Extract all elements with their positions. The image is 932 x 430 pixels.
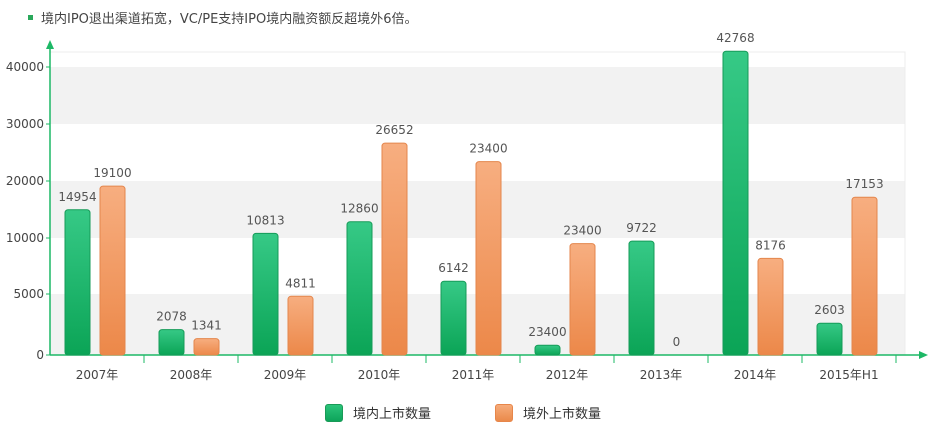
y-tick-label: 30000 <box>6 117 44 131</box>
label-overseas-6: 0 <box>673 335 681 349</box>
label-domestic-5: 23400 <box>528 325 566 339</box>
x-tick-label: 2012年 <box>546 368 589 382</box>
legend: 境内上市数量 境外上市数量 <box>325 403 601 422</box>
x-axis-ticks: 2007年 2008年 2009年 2010年 2011年 2012年 2013年 2014年… <box>76 355 897 382</box>
x-tick-label: 2013年 <box>640 368 683 382</box>
y-axis-ticks: 0 5000 10000 20000 30000 40000 <box>6 60 50 362</box>
label-overseas-7: 8176 <box>755 238 786 252</box>
label-domestic-7: 42768 <box>716 31 754 45</box>
x-tick-label: 2014年 <box>734 368 777 382</box>
bar-domestic-5 <box>534 344 561 356</box>
legend-swatch-overseas <box>495 403 514 422</box>
y-tick-label: 5000 <box>13 287 44 301</box>
label-domestic-6: 9722 <box>626 221 657 235</box>
bar-overseas-3 <box>381 142 408 356</box>
legend-swatch-domestic <box>325 403 343 422</box>
x-tick-label: 2011年 <box>452 368 495 382</box>
label-overseas-3: 26652 <box>375 123 413 137</box>
x-tick-label: 2008年 <box>170 368 213 382</box>
x-tick-label: 2010年 <box>358 368 401 382</box>
y-axis-arrow-icon <box>46 40 54 49</box>
legend-item-domestic[interactable]: 境内上市数量 <box>325 403 431 422</box>
x-axis-arrow-icon <box>919 351 928 359</box>
label-domestic-1: 2078 <box>156 310 187 324</box>
x-tick-label: 2007年 <box>76 368 119 382</box>
label-domestic-8: 2603 <box>814 303 845 317</box>
legend-label-overseas: 境外上市数量 <box>523 407 602 422</box>
y-tick-label: 40000 <box>6 60 44 74</box>
bar-overseas-5 <box>569 243 596 356</box>
grid-band <box>50 67 905 124</box>
label-overseas-5: 23400 <box>563 224 601 238</box>
bar-overseas-7 <box>757 257 784 356</box>
y-tick-label: 20000 <box>6 174 44 188</box>
bar-overseas-1 <box>193 338 220 356</box>
bar-overseas-8 <box>851 196 878 356</box>
label-overseas-8: 17153 <box>845 177 883 191</box>
y-tick-label: 0 <box>36 348 44 362</box>
x-tick-label: 2015年H1 <box>819 368 878 382</box>
bar-domestic-7 <box>722 50 749 356</box>
legend-item-overseas[interactable]: 境外上市数量 <box>495 403 601 422</box>
bar-domestic-2 <box>252 232 279 356</box>
bar-overseas-0 <box>99 185 126 356</box>
label-overseas-1: 1341 <box>191 319 222 333</box>
title-bullet-icon <box>28 15 33 20</box>
bar-domestic-4 <box>440 280 467 356</box>
bar-domestic-0 <box>64 209 91 356</box>
data-labels: 14954 19100 2078 1341 10813 4811 12860 26652 614… <box>58 31 883 349</box>
label-overseas-2: 4811 <box>285 276 316 290</box>
bar-chart: 0 5000 10000 20000 30000 40000 2007年 2008年 2009… <box>6 31 928 382</box>
chart-title-row: 境内IPO退出渠道拓宽，VC/PE支持IPO境内融资额反超境外6倍。 <box>28 8 418 27</box>
bar-overseas-2 <box>287 295 314 356</box>
x-tick-label: 2009年 <box>264 368 307 382</box>
y-tick-label: 10000 <box>6 231 44 245</box>
label-overseas-0: 19100 <box>93 166 131 180</box>
label-domestic-2: 10813 <box>246 213 284 227</box>
bar-domestic-1 <box>158 329 185 356</box>
label-domestic-0: 14954 <box>58 190 96 204</box>
label-overseas-4: 23400 <box>469 142 507 156</box>
bar-domestic-8 <box>816 322 843 356</box>
bar-overseas-4 <box>475 161 502 356</box>
chart-title: 境内IPO退出渠道拓宽，VC/PE支持IPO境内融资额反超境外6倍。 <box>41 12 418 27</box>
label-domestic-4: 6142 <box>438 261 469 275</box>
bar-domestic-3 <box>346 221 373 356</box>
legend-label-domestic: 境内上市数量 <box>353 407 432 422</box>
bar-domestic-6 <box>628 240 655 356</box>
label-domestic-3: 12860 <box>340 202 378 216</box>
bars <box>64 50 878 356</box>
